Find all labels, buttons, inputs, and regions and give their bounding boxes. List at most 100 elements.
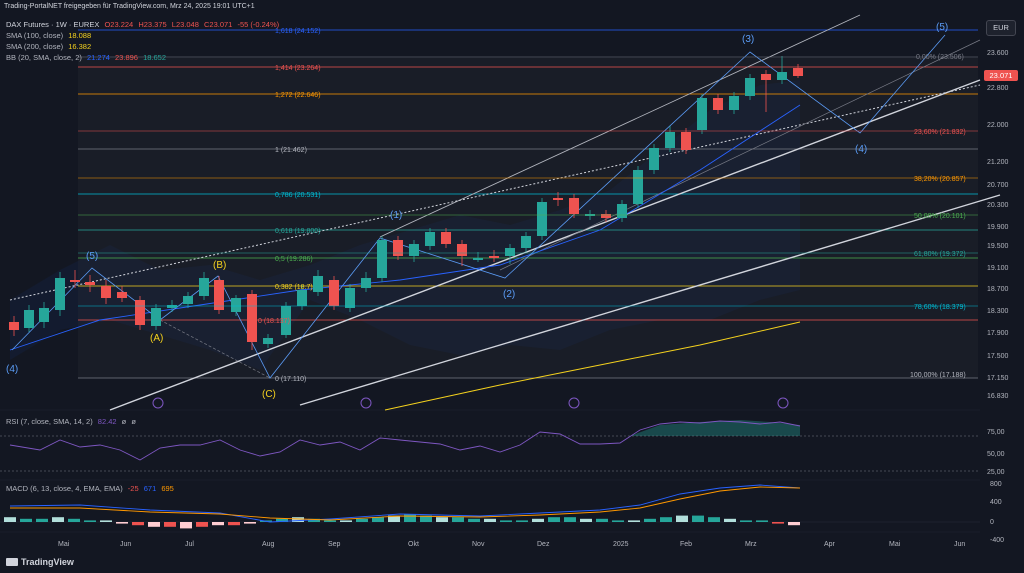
macd-histogram <box>4 514 800 529</box>
price-tick: 20.300 <box>987 202 1009 209</box>
fib-labels: 1,618 (24.152) 1,414 (23.264) 1,272 (22.… <box>258 28 966 383</box>
low-value: L23.048 <box>171 20 199 29</box>
macd-histogram-bar <box>612 520 624 522</box>
fib-label: 0,5 (19.286) <box>275 256 313 263</box>
macd-histogram-bar <box>628 520 640 522</box>
time-tick: 2025 <box>613 541 629 548</box>
event-marker-icon[interactable] <box>360 397 372 409</box>
macd-value-2: 671 <box>143 484 157 493</box>
currency-button[interactable]: EUR <box>986 20 1016 36</box>
macd-histogram-bar <box>244 522 256 524</box>
candle-body <box>199 278 209 296</box>
time-tick: Feb <box>680 541 692 548</box>
macd-histogram-bar <box>436 517 448 522</box>
bb-label: BB (20, SMA, close, 2) <box>6 53 82 62</box>
candle-body <box>681 132 691 150</box>
price-tick: 16.830 <box>987 393 1009 400</box>
macd-histogram-bar <box>196 522 208 527</box>
sma200-legend[interactable]: SMA (200, close) 16.382 <box>6 42 94 52</box>
macd-histogram-bar <box>212 522 224 526</box>
macd-histogram-bar <box>452 517 464 522</box>
macd-histogram-bar <box>420 515 432 522</box>
rsi-tick: 25,00 <box>987 469 1005 476</box>
event-marker-icon[interactable] <box>777 397 789 409</box>
tradingview-logo[interactable]: TradingView <box>6 557 74 567</box>
price-tick: 19.500 <box>987 243 1009 250</box>
fib-label: 50,00% (20.101) <box>914 213 966 220</box>
macd-histogram-bar <box>292 517 304 522</box>
fib-label: 100,00% (17.188) <box>910 372 966 379</box>
macd-histogram-bar <box>580 518 592 522</box>
symbol-name[interactable]: DAX Futures · 1W · EUREX <box>6 20 100 29</box>
macd-histogram-bar <box>788 522 800 526</box>
bb-value-2: 23.896 <box>115 53 138 62</box>
macd-histogram-bar <box>100 520 112 522</box>
price-tick: 19.900 <box>987 224 1009 231</box>
candle-body <box>553 198 563 200</box>
candle-body <box>777 72 787 80</box>
candle-body <box>521 236 531 248</box>
candle-body <box>117 292 127 298</box>
time-tick: Jun <box>120 541 131 548</box>
time-axis[interactable]: Mai Jun Jul Aug Sep Okt Nov Dez 2025 Feb… <box>58 541 965 548</box>
sma100-legend[interactable]: SMA (100, close) 18.088 <box>6 31 94 41</box>
candle-body <box>345 288 355 308</box>
rsi-tick: 50,00 <box>987 451 1005 458</box>
macd-legend[interactable]: MACD (6, 13, close, 4, EMA, EMA) -25 671… <box>6 484 177 494</box>
high-value: H23.375 <box>138 20 167 29</box>
candle-body <box>329 280 339 306</box>
macd-histogram-bar <box>692 515 704 522</box>
wave-label: (4) <box>6 364 18 375</box>
wave-label: (1) <box>390 210 402 221</box>
candle-body <box>793 68 803 76</box>
event-markers[interactable] <box>152 397 789 409</box>
macd-tick: -400 <box>990 537 1004 544</box>
bollinger-band-fill <box>10 80 800 370</box>
event-marker-icon[interactable] <box>568 397 580 409</box>
fib-label: 0,786 (20.531) <box>275 192 321 199</box>
current-price-tag: 23.071 <box>984 70 1018 81</box>
open-value: O23.224 <box>104 20 134 29</box>
candle-body <box>713 98 723 110</box>
price-tick: 17.900 <box>987 330 1009 337</box>
macd-histogram-bar <box>516 520 528 522</box>
event-marker-icon[interactable] <box>152 397 164 409</box>
candle-body <box>135 300 145 325</box>
candle-body <box>377 240 387 278</box>
rsi-legend[interactable]: RSI (7, close, SMA, 14, 2) 82.42 ø ø <box>6 417 139 427</box>
price-tick: 17.150 <box>987 375 1009 382</box>
fib-extension-area <box>78 58 978 378</box>
candle-body <box>441 232 451 244</box>
sma100-value: 18.088 <box>68 31 92 40</box>
candle-body <box>9 322 19 330</box>
macd-histogram-bar <box>596 518 608 522</box>
fib-label: 1,414 (23.264) <box>275 65 321 72</box>
time-tick: Mrz <box>745 541 757 548</box>
price-axis[interactable]: 23.600 22.800 22.000 21.200 20.700 20.30… <box>987 50 1009 400</box>
price-tick: 22.000 <box>987 122 1009 129</box>
price-tick: 20.700 <box>987 182 1009 189</box>
wave-label: (3) <box>742 34 754 45</box>
close-value: C23.071 <box>204 20 233 29</box>
time-tick: Okt <box>408 541 419 548</box>
macd-histogram-bar <box>132 522 144 526</box>
symbol-header[interactable]: DAX Futures · 1W · EUREX O23.224 H23.375… <box>6 20 282 30</box>
macd-histogram-bar <box>84 520 96 522</box>
price-tick: 18.700 <box>987 286 1009 293</box>
candle-body <box>24 310 34 328</box>
macd-histogram-bar <box>276 518 288 522</box>
bb-legend[interactable]: BB (20, SMA, close, 2) 21.274 23.896 18.… <box>6 53 169 63</box>
macd-histogram-bar <box>708 517 720 522</box>
sma200-label: SMA (200, close) <box>6 42 64 51</box>
rsi-axis: 75,00 50,00 25,00 <box>987 429 1005 476</box>
macd-histogram-bar <box>500 520 512 522</box>
sma-100-line <box>384 321 801 411</box>
tradingview-logo-icon <box>6 558 18 566</box>
price-tick: 19.100 <box>987 265 1009 272</box>
wave-label: (C) <box>262 389 276 400</box>
candle-body <box>313 276 323 292</box>
fib-label: 23,60% (21.832) <box>914 129 966 136</box>
macd-histogram-bar <box>404 514 416 522</box>
